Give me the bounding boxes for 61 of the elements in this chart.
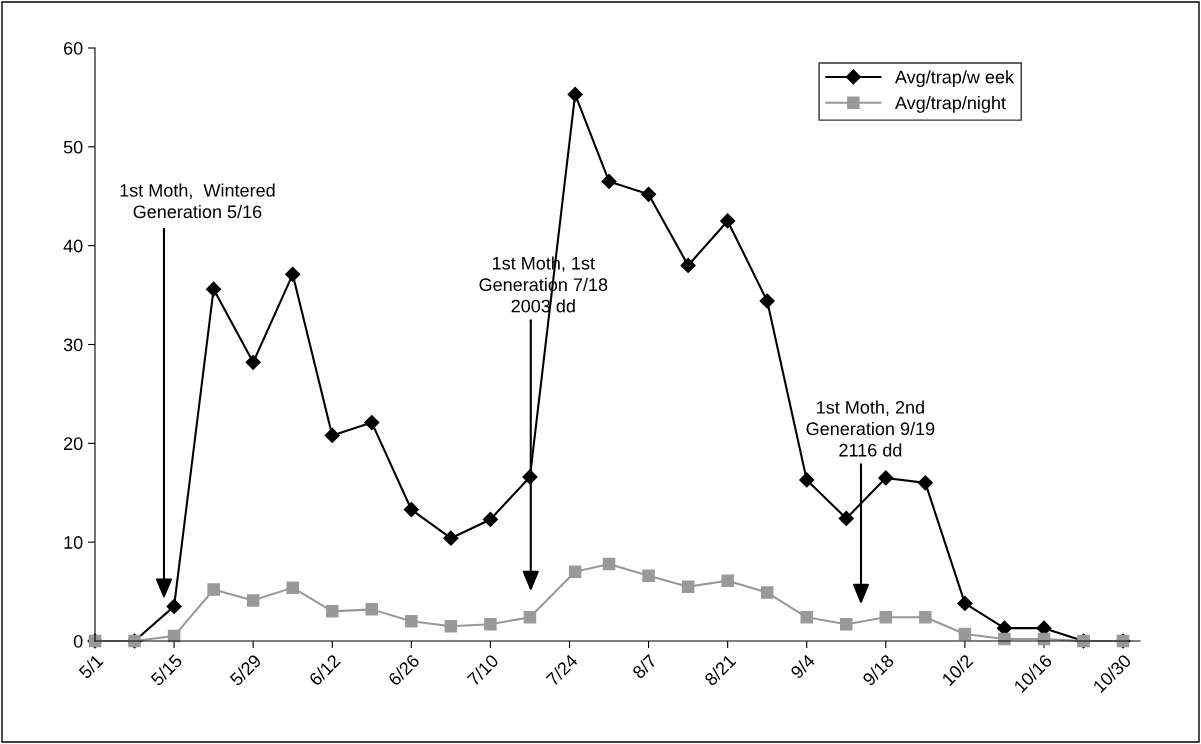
x-tick-label: 8/7 — [631, 653, 658, 680]
point — [681, 580, 695, 593]
point — [444, 619, 458, 633]
point — [721, 574, 734, 587]
point — [601, 173, 617, 189]
point — [680, 257, 696, 274]
y-tick-label: 0 — [73, 634, 83, 648]
x-tick-label: 5/29 — [228, 653, 262, 687]
point — [840, 617, 853, 631]
annotation: 1st Moth, Wintered Generation 5/16 — [120, 183, 275, 219]
point — [166, 598, 182, 614]
y-tick-label: 60 — [64, 41, 83, 55]
x-tick-label: 7/10 — [466, 653, 500, 687]
point — [640, 186, 657, 202]
annotation: 1st Moth, 2nd Generation 9/19 2116 dd — [806, 400, 935, 457]
point — [285, 266, 301, 282]
point — [917, 475, 933, 491]
point — [365, 603, 379, 616]
x-tick-label: 9/18 — [861, 653, 895, 687]
point — [957, 595, 973, 612]
x-tick-label: 8/21 — [703, 653, 737, 687]
point — [403, 501, 419, 518]
point — [324, 427, 340, 443]
point — [800, 611, 813, 624]
point — [523, 611, 537, 624]
legend-label: Avg/trap/w eek — [894, 70, 1015, 88]
point — [207, 583, 220, 596]
point — [325, 605, 339, 618]
point — [878, 470, 894, 486]
point — [206, 281, 222, 297]
point — [482, 511, 498, 528]
point — [484, 617, 497, 631]
x-tick-label: 9/4 — [789, 653, 816, 680]
point — [405, 614, 418, 628]
y-tick-label: 30 — [63, 338, 83, 352]
point — [799, 472, 815, 488]
x-tick-label: 5/1 — [77, 653, 104, 680]
x-tick-label: 7/24 — [545, 653, 579, 687]
x-tick-label: 6/26 — [387, 653, 421, 687]
point — [286, 581, 299, 594]
point — [720, 213, 736, 229]
point — [879, 611, 893, 624]
y-tick-label: 50 — [63, 140, 83, 154]
legend-label: Avg/trap/night — [894, 96, 1006, 113]
point — [759, 293, 775, 309]
y-tick-label: 10 — [64, 536, 83, 549]
point — [919, 611, 932, 624]
y-tick-label: 40 — [63, 239, 83, 253]
y-tick-label: 20 — [64, 437, 83, 451]
point — [642, 569, 655, 583]
point — [443, 530, 459, 546]
point — [838, 510, 854, 527]
point — [958, 627, 972, 641]
point — [760, 586, 774, 599]
point — [246, 594, 260, 607]
point — [568, 565, 582, 579]
point — [567, 86, 583, 103]
point — [245, 354, 261, 370]
point — [364, 415, 380, 431]
x-tick-label: 6/12 — [308, 653, 341, 687]
point — [602, 557, 616, 571]
